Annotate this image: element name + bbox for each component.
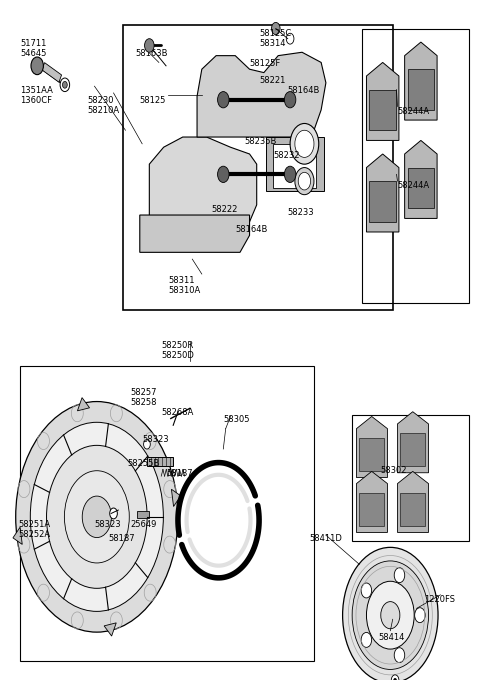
Circle shape [366,582,414,649]
Circle shape [64,471,129,563]
Circle shape [16,402,178,632]
Text: 58302: 58302 [381,466,408,475]
Bar [362,29,469,303]
Circle shape [47,445,147,588]
Circle shape [361,583,372,598]
Bar [21,366,314,661]
Text: 58244A: 58244A [397,106,430,116]
Circle shape [290,123,319,164]
Circle shape [60,78,70,91]
Text: 58411D: 58411D [309,534,342,543]
Text: 58125: 58125 [140,96,166,106]
Text: 58163B: 58163B [135,49,168,58]
Polygon shape [13,527,22,544]
Circle shape [144,439,150,449]
Circle shape [295,168,314,195]
Circle shape [352,561,429,669]
Circle shape [144,39,154,52]
Text: 58244A: 58244A [397,181,430,190]
Bar [352,415,469,541]
Polygon shape [140,215,250,253]
Bar [400,493,425,526]
Text: 58230
58210A: 58230 58210A [87,96,120,115]
Circle shape [217,166,229,183]
Circle shape [295,130,314,157]
Polygon shape [171,489,181,507]
Polygon shape [405,140,437,219]
Polygon shape [104,623,116,636]
Circle shape [82,496,111,537]
Circle shape [381,601,400,629]
Text: 1351AA
1360CF: 1351AA 1360CF [21,86,53,106]
Bar [147,457,173,466]
Polygon shape [366,154,399,232]
Text: 58235B: 58235B [245,137,277,146]
Bar [274,144,316,188]
Text: 58305: 58305 [223,415,250,424]
Text: 58187: 58187 [109,534,135,543]
Bar [369,181,396,222]
Text: 58255B: 58255B [128,459,160,469]
Bar [359,438,384,471]
Bar [408,69,434,110]
Polygon shape [77,398,90,411]
Circle shape [415,607,425,622]
Polygon shape [397,471,429,533]
Circle shape [272,22,280,35]
Circle shape [284,91,296,108]
Bar [42,63,61,82]
Text: 58414: 58414 [378,633,405,642]
Text: 58233: 58233 [288,208,314,217]
Text: 58222: 58222 [211,205,238,214]
Text: 58251A
58252A: 58251A 58252A [18,520,50,539]
Text: 58257
58258: 58257 58258 [130,388,157,407]
Circle shape [284,166,296,183]
Bar [400,433,425,466]
Text: 58268A: 58268A [161,409,193,417]
Text: 58221: 58221 [259,76,286,85]
Circle shape [361,633,372,648]
Circle shape [286,33,294,44]
Polygon shape [405,42,437,120]
Bar [137,511,149,518]
Text: 25649: 25649 [130,520,156,529]
Text: 58323: 58323 [142,435,169,445]
Text: 58232: 58232 [274,151,300,159]
Circle shape [62,82,67,89]
Polygon shape [366,63,399,140]
Circle shape [31,57,43,75]
Polygon shape [149,137,257,222]
Circle shape [343,548,438,681]
Text: 58187: 58187 [166,469,192,478]
Bar [408,168,434,208]
Bar [369,90,396,130]
Text: 58125F: 58125F [250,59,281,68]
Bar [266,137,324,191]
Text: 58164B: 58164B [235,225,268,234]
Text: 58125C
58314: 58125C 58314 [259,29,291,48]
Circle shape [391,675,399,681]
Text: 51711
54645: 51711 54645 [21,39,47,58]
Bar [359,493,384,526]
Circle shape [394,678,396,681]
Circle shape [110,508,117,519]
Circle shape [298,172,311,190]
Circle shape [30,422,163,612]
Circle shape [394,648,405,663]
Text: 1220FS: 1220FS [424,595,455,604]
Polygon shape [197,52,326,137]
Circle shape [217,91,229,108]
Polygon shape [357,471,387,533]
Polygon shape [357,417,387,477]
Bar [123,25,393,310]
Text: 58250R
58250D: 58250R 58250D [161,340,194,360]
Polygon shape [397,412,429,473]
Text: 58164B: 58164B [288,86,320,95]
Text: 58311
58310A: 58311 58310A [168,276,201,295]
Text: 58323: 58323 [95,520,121,529]
Circle shape [394,568,405,583]
